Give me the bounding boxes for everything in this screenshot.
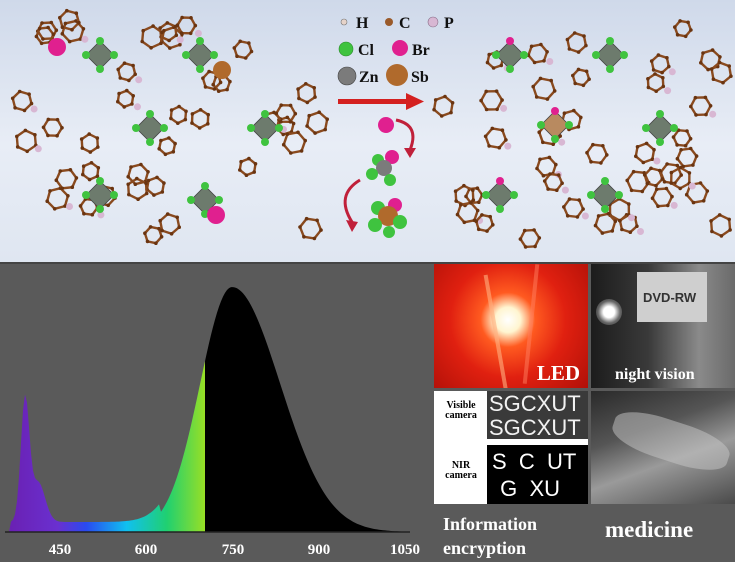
metal-tetrahedron — [250, 113, 280, 143]
curved-arrow-icon — [395, 118, 415, 151]
phenyl-ring — [15, 129, 38, 153]
bromine-atom-icon — [378, 117, 394, 133]
right-tetrahedra — [482, 37, 678, 213]
phenyl-ring — [479, 89, 504, 111]
antimony-atom-icon — [386, 64, 408, 86]
dvd-rw-mark: DVD-RW — [643, 290, 697, 305]
phenyl-ring — [176, 16, 197, 35]
hydrogen-atom-icon — [340, 18, 348, 26]
medicine-photo — [591, 391, 735, 504]
legend-p-label: P — [444, 15, 454, 32]
transformation-arrow-icon — [338, 93, 424, 110]
legend-cl-label: Cl — [358, 42, 375, 59]
night-vision-photo: DVD-RW night vision — [591, 264, 735, 388]
phenyl-ring — [651, 187, 674, 208]
right-lattice — [432, 19, 733, 249]
information-encryption-label: Information encryption — [443, 514, 537, 558]
led-label: LED — [536, 361, 580, 385]
phenyl-ring — [54, 168, 78, 190]
phenyl-ring — [672, 128, 692, 147]
phosphorus-atom-icon — [427, 16, 439, 28]
visible-camera-label: Visible camera — [445, 400, 477, 421]
nir-emission-band — [205, 287, 410, 532]
led-photo: LED — [434, 264, 588, 388]
tick-label-750: 750 — [222, 542, 245, 558]
legend-br-label: Br — [412, 42, 430, 59]
phenyl-ring — [585, 143, 609, 165]
phenyl-ring — [169, 105, 188, 125]
left-tetrahedra — [48, 37, 283, 224]
legend-h-label: H — [356, 15, 369, 32]
phenyl-ring — [80, 132, 100, 154]
emission-spectrum-panel: 450 600 750 900 1050 — [0, 264, 432, 562]
phenyl-ring — [140, 24, 164, 50]
phenyl-ring — [562, 197, 585, 219]
phenyl-ring — [190, 108, 210, 130]
phenyl-ring — [274, 103, 297, 124]
emission-spectrum-plot: 450 600 750 900 1050 — [5, 287, 420, 558]
encryption-photo: Visible camera NIR camera SGCXUT SGCXUT … — [434, 391, 588, 504]
crystal-structure-panel: H C P Cl Br Zn Sb — [0, 0, 735, 264]
metal-tetrahedron — [645, 113, 675, 143]
tick-label-450: 450 — [49, 542, 72, 558]
medicine-label: medicine — [605, 517, 694, 542]
chlorine-atom-icon — [338, 41, 354, 57]
substitution-schematic — [343, 117, 416, 238]
phenyl-ring — [689, 96, 712, 117]
visible-emission-band — [5, 361, 205, 532]
tick-label-600: 600 — [135, 542, 158, 558]
metal-tetrahedron — [135, 113, 165, 143]
phenyl-ring — [646, 72, 665, 93]
phenyl-ring — [709, 213, 732, 238]
nir-code-line-1: S C UT — [492, 449, 577, 474]
night-vision-label: night vision — [615, 366, 695, 383]
carbon-atom-icon — [385, 18, 393, 26]
metal-tetrahedron — [185, 40, 215, 70]
metal-tetrahedron — [590, 180, 620, 210]
crystal-structure-illustration: H C P Cl Br Zn Sb — [10, 8, 733, 249]
metal-tetrahedron — [485, 180, 515, 210]
bromine-atom-icon — [392, 40, 408, 56]
element-legend: H C P Cl Br Zn Sb — [337, 15, 454, 86]
tick-label-900: 900 — [308, 542, 331, 558]
tick-label-1050: 1050 — [390, 542, 420, 558]
curved-arrow-icon — [343, 178, 361, 223]
visible-code-line-2: SGCXUT — [489, 415, 581, 440]
nir-code-line-2: G XU — [494, 476, 561, 501]
legend-zn-label: Zn — [359, 69, 379, 86]
metal-tetrahedron — [85, 40, 115, 70]
legend-sb-label: Sb — [411, 69, 429, 86]
phenyl-ring — [126, 177, 148, 201]
legend-c-label: C — [399, 15, 411, 32]
metal-tetrahedron — [595, 40, 625, 70]
visible-code-line-1: SGCXUT — [489, 391, 581, 416]
zinc-atom-icon — [337, 66, 357, 86]
phenyl-ring — [296, 82, 317, 104]
nir-camera-label: NIR camera — [445, 460, 477, 481]
phenyl-ring — [519, 228, 541, 249]
phenyl-ring — [42, 118, 64, 137]
